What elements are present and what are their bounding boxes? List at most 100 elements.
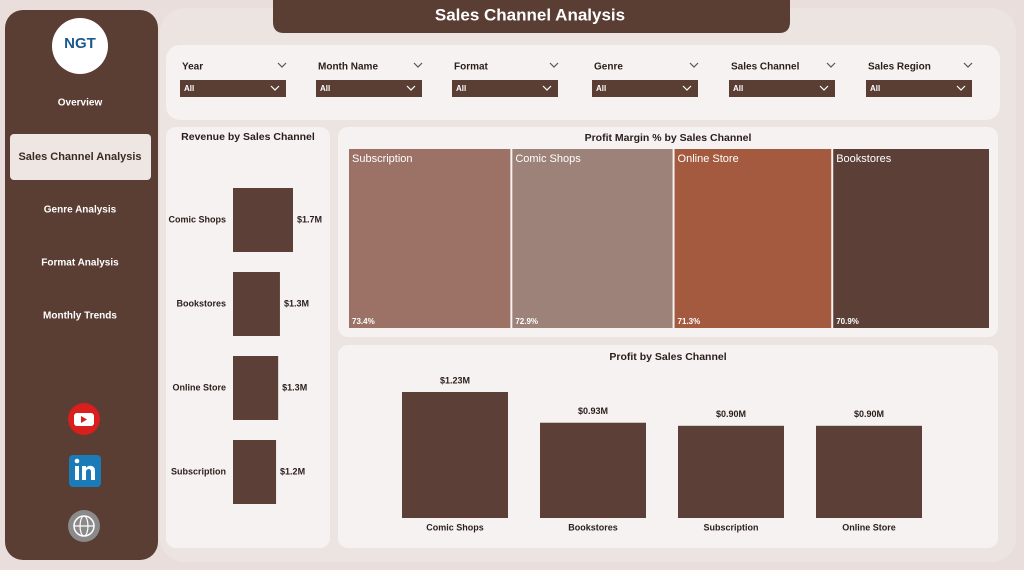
- linkedin-glyph: [75, 466, 79, 480]
- filter-value: All: [456, 84, 466, 93]
- value-label: 73.4%: [352, 317, 375, 326]
- nav-label: Format Analysis: [41, 258, 119, 269]
- chart-title: Profit Margin % by Sales Channel: [585, 132, 752, 144]
- filter-label: Year: [182, 62, 203, 73]
- chevron: [270, 85, 280, 91]
- chevron: [689, 62, 699, 68]
- value-label: $1.3M: [282, 382, 307, 392]
- category-label: Bookstores: [176, 298, 226, 308]
- category-label: Online Store: [172, 382, 226, 392]
- bar: [540, 422, 646, 518]
- filter-dropdown: [180, 80, 286, 97]
- logo-text: NGT: [64, 35, 96, 52]
- filter-label: Sales Channel: [731, 62, 800, 73]
- bar: [678, 425, 784, 518]
- logo-circle: [52, 18, 108, 74]
- nav-label: Monthly Trends: [43, 311, 117, 322]
- chart-title: Profit by Sales Channel: [609, 351, 726, 363]
- value-label: $1.7M: [297, 214, 322, 224]
- filter-dropdown: [592, 80, 698, 97]
- bar: [816, 425, 922, 518]
- web-icon[interactable]: [68, 510, 100, 542]
- linkedin-icon[interactable]: [69, 455, 101, 487]
- value-label: 71.3%: [678, 317, 701, 326]
- bar: [233, 356, 279, 420]
- treemap-tile: [349, 149, 511, 328]
- category-label: Bookstores: [568, 522, 618, 532]
- nav-label: Overview: [58, 98, 103, 109]
- filter-label: Genre: [594, 62, 623, 73]
- chevron: [542, 85, 552, 91]
- chevron: [406, 85, 416, 91]
- filter-value: All: [320, 84, 330, 93]
- header-tab: [273, 0, 790, 33]
- bar: [233, 188, 293, 252]
- filter-dropdown: [452, 80, 558, 97]
- value-label: 72.9%: [515, 317, 538, 326]
- nav-item[interactable]: Format Analysis: [41, 258, 119, 269]
- treemap-tile: [833, 149, 989, 328]
- nav-label: Sales Channel Analysis: [18, 151, 141, 163]
- chevron: [963, 62, 973, 68]
- category-label: Subscription: [171, 466, 226, 476]
- chevron: [682, 85, 692, 91]
- filter-value: All: [870, 84, 880, 93]
- category-label: Subscription: [703, 522, 758, 532]
- filter[interactable]: Genre All: [592, 62, 699, 97]
- filter[interactable]: Month Name All: [316, 62, 423, 97]
- nav-item[interactable]: Monthly Trends: [43, 311, 117, 322]
- tile-label: Bookstores: [836, 153, 892, 165]
- filter-panel: [166, 45, 1000, 120]
- chevron: [277, 62, 287, 68]
- category-label: Comic Shops: [426, 522, 484, 532]
- linkedin-dot: [74, 458, 80, 464]
- filter[interactable]: Sales Channel All: [729, 62, 836, 97]
- value-label: $0.90M: [854, 409, 884, 419]
- filter[interactable]: Sales Region All: [866, 62, 973, 97]
- value-label: 70.9%: [836, 317, 859, 326]
- category-label: Comic Shops: [168, 214, 226, 224]
- linkedin-n: [82, 465, 95, 480]
- filter-label: Sales Region: [868, 62, 931, 73]
- category-label: Online Store: [842, 522, 896, 532]
- chevron: [819, 85, 829, 91]
- chevron: [956, 85, 966, 91]
- filter-label: Format: [454, 62, 489, 73]
- nav-item[interactable]: Sales Channel Analysis: [10, 134, 151, 180]
- filter[interactable]: Year All: [180, 62, 287, 97]
- chevron: [549, 62, 559, 68]
- treemap-tile: [512, 149, 673, 328]
- value-label: $0.93M: [578, 406, 608, 416]
- youtube-icon[interactable]: [68, 403, 100, 435]
- filter-dropdown: [729, 80, 835, 97]
- bar: [233, 272, 280, 336]
- chart-title: Revenue by Sales Channel: [181, 131, 315, 143]
- nav-item[interactable]: Genre Analysis: [44, 205, 117, 216]
- tile-label: Online Store: [678, 153, 739, 165]
- page-title: Sales Channel Analysis: [435, 5, 625, 24]
- filter-value: All: [733, 84, 743, 93]
- value-label: $0.90M: [716, 409, 746, 419]
- filter[interactable]: Format All: [452, 62, 559, 97]
- filter-value: All: [184, 84, 194, 93]
- value-label: $1.2M: [280, 466, 305, 476]
- value-label: $1.3M: [284, 298, 309, 308]
- tile-label: Comic Shops: [515, 153, 581, 165]
- nav-label: Genre Analysis: [44, 205, 117, 216]
- filter-label: Month Name: [318, 62, 378, 73]
- chevron: [413, 62, 423, 68]
- bar: [233, 440, 277, 504]
- chevron: [826, 62, 836, 68]
- youtube-play: [81, 416, 87, 423]
- treemap-tile: [674, 149, 832, 328]
- value-label: $1.23M: [440, 375, 470, 385]
- filter-dropdown: [866, 80, 972, 97]
- bar: [402, 392, 508, 518]
- filter-value: All: [596, 84, 606, 93]
- nav-active-bg: [10, 134, 151, 180]
- nav-item[interactable]: Overview: [58, 98, 103, 109]
- filter-dropdown: [316, 80, 422, 97]
- tile-label: Subscription: [352, 153, 413, 165]
